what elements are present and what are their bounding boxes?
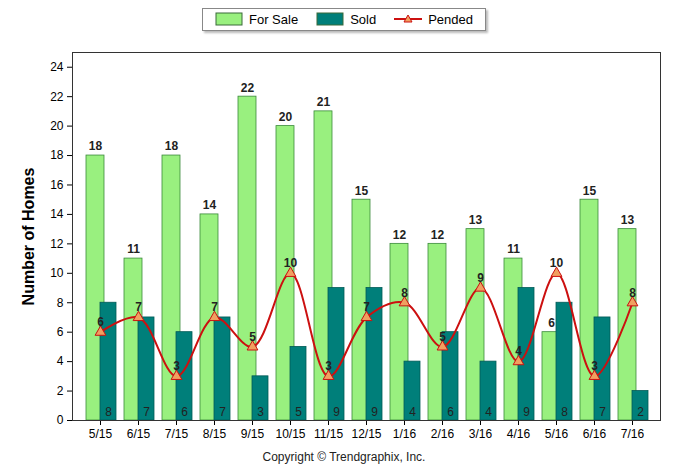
svg-text:3: 3	[173, 359, 180, 373]
html-text:Sold: Sold	[350, 11, 377, 27]
svg-text:11: 11	[127, 242, 140, 256]
svg-text:15: 15	[583, 184, 597, 198]
svg-text:4: 4	[409, 405, 416, 419]
svg-text:7/15: 7/15	[165, 427, 189, 441]
html-text:Copyright © Trendgraphix, Inc.: Copyright © Trendgraphix, Inc.	[262, 450, 426, 464]
svg-text:5: 5	[249, 330, 256, 344]
svg-text:10: 10	[50, 266, 64, 280]
svg-text:8: 8	[629, 286, 636, 300]
svg-text:18: 18	[165, 139, 179, 153]
svg-text:22: 22	[50, 90, 64, 104]
svg-text:10/15: 10/15	[275, 427, 305, 441]
svg-text:6: 6	[57, 325, 64, 339]
svg-text:3: 3	[591, 359, 598, 373]
svg-text:20: 20	[279, 110, 293, 124]
svg-text:8: 8	[401, 286, 408, 300]
svg-text:6: 6	[447, 405, 454, 419]
svg-text:12: 12	[393, 228, 407, 242]
svg-text:7: 7	[211, 300, 218, 314]
svg-text:8/15: 8/15	[203, 427, 227, 441]
svg-text:1/16: 1/16	[393, 427, 417, 441]
svg-text:8: 8	[105, 405, 112, 419]
svg-text:16: 16	[50, 178, 64, 192]
svg-text:6: 6	[181, 405, 188, 419]
svg-text:12/15: 12/15	[351, 427, 381, 441]
svg-text:Number of Homes: Number of Homes	[20, 168, 37, 306]
svg-text:4: 4	[485, 405, 492, 419]
svg-text:6/16: 6/16	[583, 427, 607, 441]
svg-text:9: 9	[333, 405, 340, 419]
svg-text:14: 14	[50, 207, 64, 221]
html-text:Pended: Pended	[428, 11, 473, 27]
svg-text:10: 10	[284, 256, 298, 270]
svg-text:7/16: 7/16	[621, 427, 645, 441]
svg-text:11/15: 11/15	[314, 427, 343, 441]
svg-text:10: 10	[550, 256, 564, 270]
svg-text:5: 5	[295, 405, 302, 419]
svg-text:22: 22	[241, 81, 255, 95]
svg-text:15: 15	[355, 184, 369, 198]
svg-text:7: 7	[363, 300, 370, 314]
svg-text:9: 9	[477, 271, 484, 285]
svg-text:13: 13	[469, 213, 483, 227]
svg-text:5/15: 5/15	[89, 427, 113, 441]
svg-text:6/15: 6/15	[127, 427, 151, 441]
svg-text:2/16: 2/16	[431, 427, 455, 441]
svg-text:9: 9	[523, 405, 530, 419]
svg-text:0: 0	[57, 413, 64, 427]
svg-text:3: 3	[325, 359, 332, 373]
svg-text:7: 7	[599, 405, 606, 419]
svg-text:5: 5	[439, 330, 446, 344]
html-text:For Sale: For Sale	[249, 11, 299, 27]
svg-text:2: 2	[57, 384, 64, 398]
svg-text:8: 8	[57, 296, 64, 310]
svg-text:9/15: 9/15	[241, 427, 265, 441]
svg-text:7: 7	[135, 300, 142, 314]
svg-text:4/16: 4/16	[507, 427, 531, 441]
svg-text:12: 12	[50, 237, 64, 251]
svg-text:12: 12	[431, 228, 445, 242]
svg-text:11: 11	[507, 242, 520, 256]
svg-text:7: 7	[219, 405, 226, 419]
svg-text:21: 21	[317, 95, 331, 109]
svg-text:20: 20	[50, 119, 64, 133]
svg-text:4: 4	[57, 354, 64, 368]
svg-text:9: 9	[371, 405, 378, 419]
svg-text:18: 18	[50, 148, 64, 162]
svg-text:6: 6	[97, 315, 104, 329]
svg-text:2: 2	[637, 405, 644, 419]
svg-text:13: 13	[621, 213, 635, 227]
svg-text:6: 6	[548, 316, 555, 330]
svg-text:4: 4	[515, 344, 522, 358]
svg-text:7: 7	[143, 405, 150, 419]
svg-text:3: 3	[257, 405, 264, 419]
svg-text:14: 14	[203, 198, 217, 212]
svg-text:5/16: 5/16	[545, 427, 569, 441]
svg-text:3/16: 3/16	[469, 427, 493, 441]
svg-text:18: 18	[89, 139, 103, 153]
svg-text:24: 24	[50, 60, 64, 74]
svg-text:8: 8	[561, 405, 568, 419]
